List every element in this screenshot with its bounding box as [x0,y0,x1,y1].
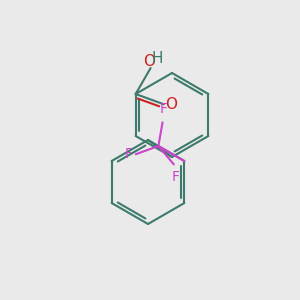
Text: O: O [142,53,154,68]
Text: H: H [152,50,164,65]
Text: O: O [165,97,177,112]
Text: F: F [172,170,180,184]
Text: F: F [125,147,133,161]
Text: F: F [160,102,168,116]
